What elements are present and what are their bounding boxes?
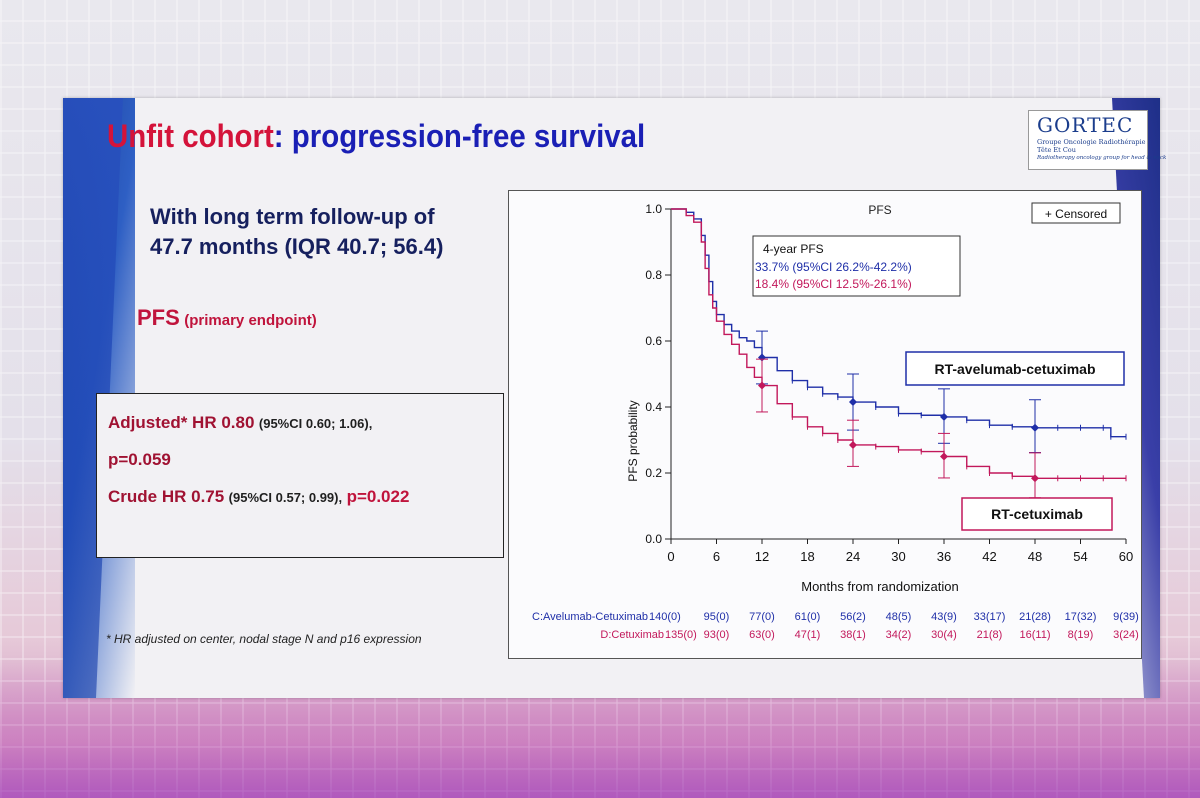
x-tick-label: 60 xyxy=(1119,549,1133,564)
pfs-label: PFS xyxy=(137,305,180,330)
x-tick-label: 6 xyxy=(713,549,720,564)
footnote: * HR adjusted on center, nodal stage N a… xyxy=(106,632,422,646)
risk-cell: 8(19) xyxy=(1068,629,1094,641)
risk-cell: 56(2) xyxy=(840,611,866,623)
risk-cell: 95(0) xyxy=(704,611,730,623)
x-tick-label: 0 xyxy=(667,549,674,564)
risk-cell: 63(0) xyxy=(749,629,775,641)
km-chart: PFS + Censored 4-year PFS 33.7% (95%CI 2… xyxy=(532,202,1139,699)
pfs-heading: PFS (primary endpoint) xyxy=(137,305,317,331)
risk-cell: 34(2) xyxy=(886,629,912,641)
risk-cell: 30(4) xyxy=(931,629,957,641)
risk-cell: 93(0) xyxy=(704,629,730,641)
x-axis-label: Months from randomization xyxy=(801,579,959,594)
risk-cell: 21(8) xyxy=(977,629,1003,641)
y-tick-label: 0.0 xyxy=(645,532,662,546)
annotation-title: 4-year PFS xyxy=(763,242,824,256)
risk-cell: 48(5) xyxy=(886,611,912,623)
risk-cell: 17(32) xyxy=(1065,611,1097,623)
chart-axes: 0.0 0.2 0.4 0.6 0.8 1.0 0 6 12 18 24 30 36 42 48 54 60 xyxy=(645,202,1133,564)
risk-cell: 21(28) xyxy=(1019,611,1051,623)
followup-line1: With long term follow-up of xyxy=(150,204,435,229)
gortec-logo: GORTEC Groupe Oncologie Radiothérapie Tê… xyxy=(1028,110,1166,170)
ci-point xyxy=(1031,474,1039,483)
followup-line2: 47.7 months (IQR 40.7; 56.4) xyxy=(150,234,444,259)
chart-title: PFS xyxy=(868,203,891,217)
ci-point xyxy=(849,398,857,407)
logo-line3: Radiotherapy oncology group for head & n… xyxy=(1037,155,1167,161)
risk-cell: 47(1) xyxy=(795,629,821,641)
series-label-box-blue xyxy=(905,351,1125,386)
ci-point xyxy=(849,440,857,449)
risk-cell: 16(11) xyxy=(1020,629,1051,641)
series-label-blue: RT-avelumab-cetuximab xyxy=(905,351,1125,386)
adjusted-hr-ci: (95%CI 0.60; 1.06), xyxy=(258,416,373,431)
y-tick-label: 1.0 xyxy=(645,202,662,216)
risk-cell: 3(24) xyxy=(1113,629,1139,641)
y-tick-label: 0.8 xyxy=(645,268,662,282)
risk-cell: 61(0) xyxy=(795,611,821,623)
adjusted-p-line: p=0.059 xyxy=(108,450,171,470)
logo-name: GORTEC xyxy=(1037,113,1134,137)
pfs-annotation: 4-year PFS 33.7% (95%CI 26.2%-42.2%) 18.… xyxy=(752,235,961,297)
followup-text: With long term follow-up of 47.7 months … xyxy=(150,202,443,262)
y-tick-label: 0.6 xyxy=(645,334,662,348)
logo-line1: Groupe Oncologie Radiothérapie xyxy=(1037,138,1146,146)
pfs-sub: (primary endpoint) xyxy=(184,312,317,329)
risk-cell: 38(1) xyxy=(840,629,866,641)
annotation-box xyxy=(752,235,961,297)
ci-point xyxy=(940,452,948,461)
crude-p: p=0.022 xyxy=(346,487,410,506)
annotation-line2: 18.4% (95%CI 12.5%-26.1%) xyxy=(755,277,912,291)
y-tick-label: 0.2 xyxy=(645,466,662,480)
risk-cell: 9(39) xyxy=(1113,611,1139,623)
risk-cell: 135(0) xyxy=(665,629,697,641)
risk-cell: 140(0) xyxy=(649,611,681,623)
logo-line2: Tête Et Cou xyxy=(1037,146,1076,154)
x-tick-label: 30 xyxy=(891,549,905,564)
series-label-red: RT-cetuximab xyxy=(961,497,1113,531)
hazard-ratio-box: Adjusted* HR 0.80 (95%CI 0.60; 1.06), p=… xyxy=(96,393,504,558)
legend-box xyxy=(1031,202,1121,224)
x-tick-label: 24 xyxy=(846,549,860,564)
censored-legend: + Censored xyxy=(1031,202,1121,224)
annotation-line1: 33.7% (95%CI 26.2%-42.2%) xyxy=(755,260,912,274)
title-part1: Unfit cohort xyxy=(107,118,274,154)
series-label-cetuximab: RT-cetuximab xyxy=(991,506,1083,522)
risk-row-label: D:Cetuximab xyxy=(600,629,664,641)
risk-row-label: C:Avelumab-Cetuximab xyxy=(532,611,648,623)
km-curve-cetuximab xyxy=(671,208,1126,479)
ci-point xyxy=(758,381,766,390)
x-tick-label: 42 xyxy=(982,549,996,564)
slide-title: Unfit cohort: progression-free survival xyxy=(107,118,645,155)
risk-cell: 33(17) xyxy=(974,611,1006,623)
risk-table: C:Avelumab-Cetuximab 140(0) 95(0) 77(0) 61(0… xyxy=(532,611,1139,641)
km-chart-panel: PFS + Censored 4-year PFS 33.7% (95%CI 2… xyxy=(508,190,1142,699)
x-tick-label: 48 xyxy=(1028,549,1042,564)
ci-point xyxy=(940,412,948,421)
crude-hr-ci: (95%CI 0.57; 0.99), xyxy=(228,490,343,505)
x-tick-label: 18 xyxy=(800,549,814,564)
ci-point xyxy=(1031,423,1039,432)
series-label-box-red xyxy=(961,497,1113,531)
chart-series xyxy=(671,208,1127,499)
legend-censored: + Censored xyxy=(1045,207,1107,221)
x-tick-label: 54 xyxy=(1073,549,1087,564)
series-label-avelumab: RT-avelumab-cetuximab xyxy=(934,361,1095,377)
adjusted-hr-line: Adjusted* HR 0.80 (95%CI 0.60; 1.06), xyxy=(108,413,372,433)
x-tick-label: 12 xyxy=(755,549,769,564)
y-axis-label: PFS probability xyxy=(626,400,640,481)
x-tick-label: 36 xyxy=(937,549,951,564)
adjusted-hr: Adjusted* HR 0.80 xyxy=(108,413,255,432)
crude-hr: Crude HR 0.75 xyxy=(108,487,225,506)
y-tick-label: 0.4 xyxy=(645,400,662,414)
crude-hr-line: Crude HR 0.75 (95%CI 0.57; 0.99), p=0.02… xyxy=(108,487,409,507)
adjusted-p: p=0.059 xyxy=(108,450,171,469)
title-part2: : progression-free survival xyxy=(273,118,646,154)
risk-cell: 77(0) xyxy=(749,611,775,623)
risk-cell: 43(9) xyxy=(931,611,957,623)
